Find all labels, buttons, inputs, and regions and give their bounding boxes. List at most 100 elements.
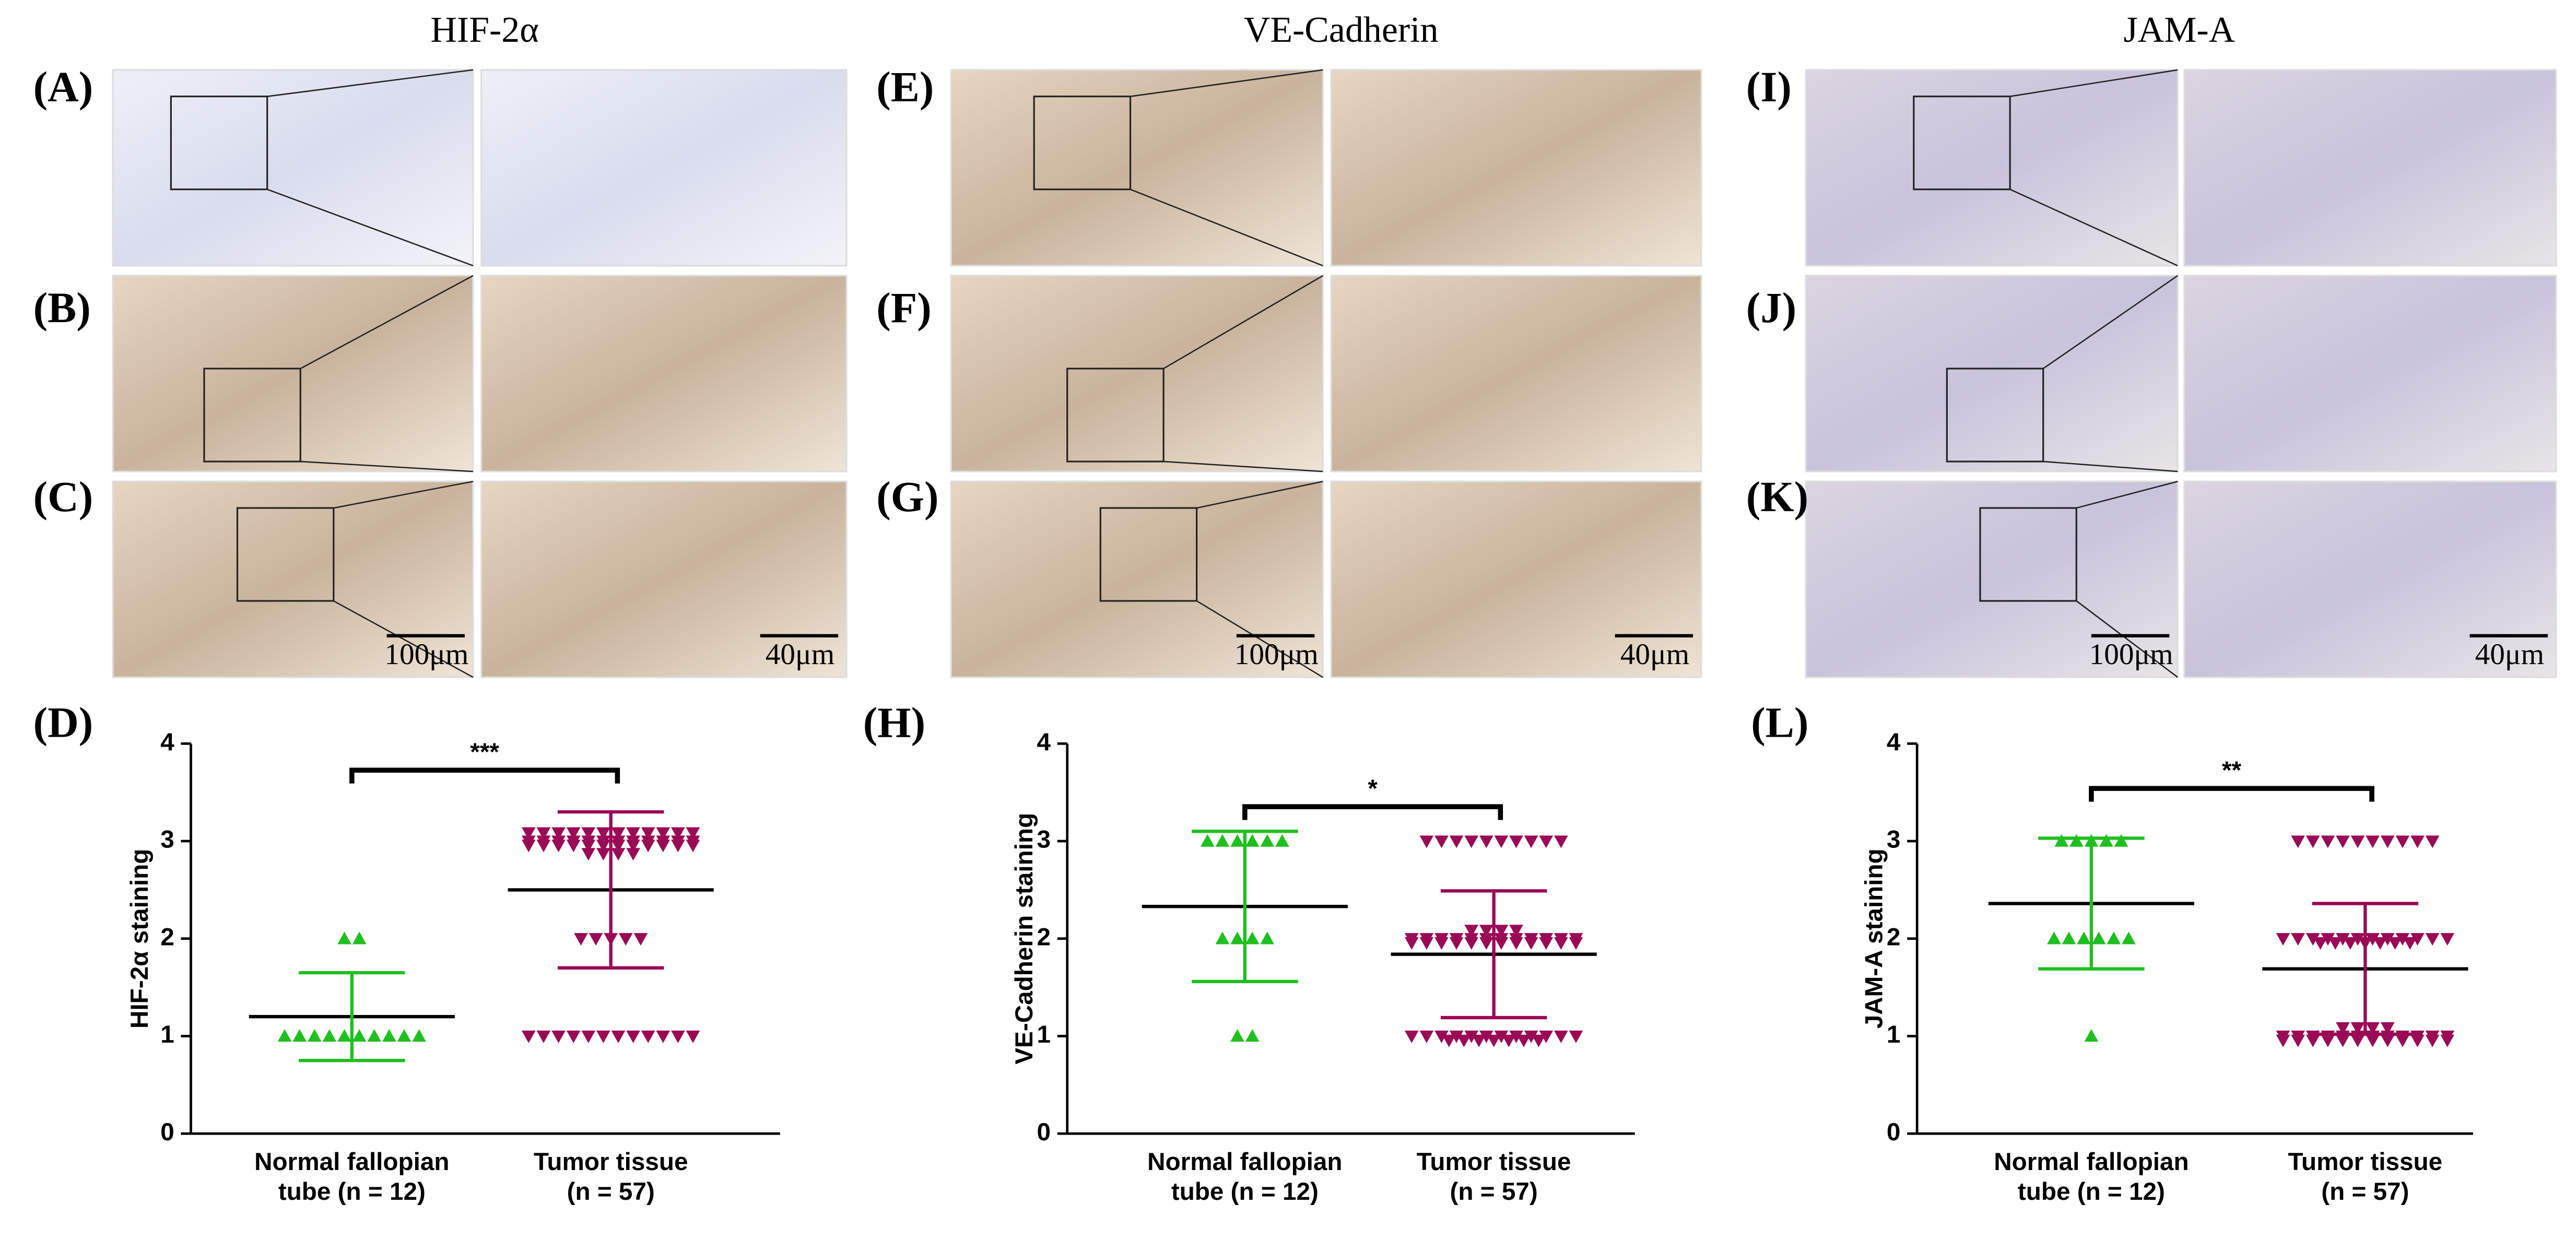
data-point [2343,937,2358,950]
data-point [1524,835,1538,848]
data-point [656,1030,671,1043]
data-point [1419,1030,1434,1043]
x-tick-label: tube (n = 12) [278,1178,426,1206]
zoom-line [267,69,474,97]
data-point [2403,937,2417,950]
scale-label: 100μm [1234,638,1319,671]
data-point [1215,834,1230,847]
data-point [1404,1030,1419,1043]
data-point [1457,1034,1471,1047]
data-point [1464,1030,1479,1043]
data-point [1419,937,1434,950]
y-tick-label: 1 [160,1021,174,1048]
data-point [322,1029,337,1042]
data-point [1442,1034,1456,1047]
data-point [633,933,648,946]
data-point [551,827,566,840]
data-point [2410,933,2425,946]
data-point [2084,1029,2099,1042]
data-point [2350,1034,2365,1047]
data-point [2395,933,2410,946]
micrograph-zoom [1330,480,1702,678]
zoom-line [267,188,474,267]
data-point [686,827,700,840]
data-point [2380,933,2395,946]
data-point [352,931,367,944]
data-point [1419,835,1434,848]
data-point [581,1030,596,1043]
data-point [1275,834,1289,847]
data-point [1554,937,1568,950]
data-point [596,840,610,853]
data-point [671,1030,685,1043]
panel-label: (D) [33,698,93,746]
micrograph [1805,275,2179,473]
micrograph [950,275,1324,473]
data-point [641,1030,655,1043]
panel-label: (G) [876,473,938,521]
micrograph-zoom [480,69,848,267]
significance-label: ** [2222,757,2242,784]
data-point [2099,834,2113,847]
data-point [656,827,671,840]
data-point [2366,1034,2380,1047]
zoom-line [333,480,474,509]
data-point [566,1030,581,1043]
y-tick-label: 4 [1037,728,1051,756]
data-point [1230,931,1244,944]
data-point [2306,933,2320,946]
data-point [2062,931,2076,944]
data-point [2054,834,2069,847]
panel-label: (C) [33,473,93,521]
data-point [1554,835,1568,848]
data-point [626,1030,640,1043]
data-point [581,840,596,853]
data-point [626,840,640,853]
panel-label: (F) [876,284,932,332]
data-point [566,840,581,853]
data-point [1569,1030,1583,1043]
data-point [2395,1034,2410,1047]
data-point [1532,1034,1546,1047]
data-point [337,931,351,944]
data-point [2306,1034,2320,1047]
data-point [611,1030,626,1043]
panel-label: (K) [1746,473,1808,521]
micrograph [950,480,1324,678]
zoom-line [1163,460,1323,473]
zoom-line [300,460,473,473]
data-point [671,840,685,853]
data-point [1260,834,1275,847]
data-point [1464,937,1479,950]
data-point [656,840,671,853]
data-point [1494,835,1509,848]
data-point [2440,933,2455,946]
data-point [2069,834,2084,847]
data-point [1494,925,1509,938]
data-point [1509,835,1523,848]
data-point [1245,931,1260,944]
data-point [1539,937,1554,950]
data-point [1479,937,1493,950]
data-point [1260,931,1275,944]
data-point [2321,1034,2335,1047]
data-point [626,827,640,840]
data-point [521,840,536,853]
zoom-box [170,96,268,191]
y-tick-label: 2 [1887,923,1901,951]
data-point [1509,937,1523,950]
data-point [2425,1034,2440,1047]
data-point [2336,835,2350,848]
zoom-box [1033,96,1132,191]
data-point [382,1029,396,1042]
column-title: HIF-2α [430,10,539,50]
data-point [1230,834,1244,847]
data-point [2350,933,2365,946]
data-point [581,827,596,840]
y-tick-label: 2 [160,923,174,951]
zoom-line [2009,188,2178,267]
data-point [1434,937,1449,950]
y-tick-label: 2 [1037,923,1051,951]
zoom-line [1196,480,1323,509]
